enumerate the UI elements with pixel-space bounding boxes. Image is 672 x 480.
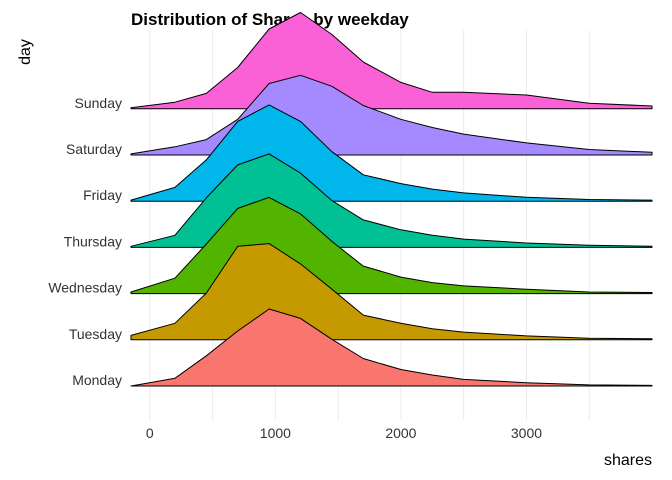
- ridge-sunday: [130, 12, 653, 110]
- y-tick-label: Monday: [72, 372, 122, 388]
- y-tick-label: Saturday: [66, 141, 122, 157]
- ridge-monday: [130, 308, 653, 387]
- x-tick-labels: 0 1000 2000 3000: [146, 425, 542, 441]
- x-tick-label: 1000: [260, 425, 291, 441]
- y-tick-label: Friday: [83, 187, 122, 203]
- ridges: [130, 12, 653, 387]
- y-tick-labels: Monday Tuesday Wednesday Thursday Friday Satu…: [48, 95, 122, 388]
- y-axis-title: day: [17, 39, 34, 65]
- y-tick-label: Tuesday: [69, 326, 122, 342]
- y-tick-label: Thursday: [64, 233, 122, 249]
- x-tick-label: 0: [146, 425, 154, 441]
- y-tick-label: Wednesday: [48, 280, 122, 296]
- x-axis-title: shares: [604, 452, 652, 469]
- chart-title: Distribution of Shares by weekday: [131, 10, 409, 29]
- y-tick-label: Sunday: [75, 95, 122, 111]
- x-tick-label: 2000: [385, 425, 416, 441]
- x-tick-label: 3000: [511, 425, 542, 441]
